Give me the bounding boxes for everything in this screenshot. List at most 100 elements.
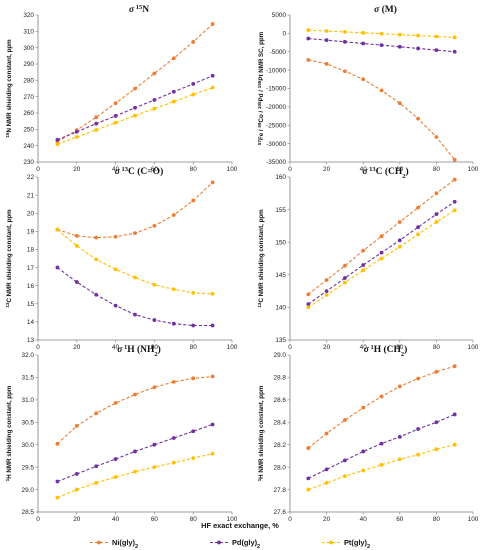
x-tick-label: 40 bbox=[112, 344, 120, 351]
data-point bbox=[434, 420, 439, 425]
data-point bbox=[416, 116, 420, 121]
data-point bbox=[191, 323, 196, 328]
y-tick-label: -30000 bbox=[266, 141, 286, 148]
data-point bbox=[306, 487, 311, 492]
series-line bbox=[57, 87, 213, 145]
data-point bbox=[324, 38, 329, 43]
data-point bbox=[94, 292, 99, 297]
data-point bbox=[343, 280, 347, 285]
x-tick-label: 20 bbox=[73, 344, 81, 351]
panel-title: σ 15N bbox=[129, 4, 149, 16]
data-point bbox=[74, 487, 79, 492]
series-pd bbox=[55, 265, 215, 328]
data-point bbox=[343, 418, 347, 422]
data-point bbox=[416, 225, 420, 230]
y-tick-label: 20 bbox=[27, 210, 35, 217]
y-tick-label: 28.6 bbox=[274, 397, 287, 404]
data-point bbox=[55, 265, 60, 270]
data-point bbox=[416, 452, 420, 457]
data-point bbox=[343, 276, 347, 280]
data-point bbox=[133, 312, 137, 317]
series-line bbox=[308, 59, 456, 161]
data-point bbox=[113, 401, 118, 405]
y-tick-label: 17 bbox=[27, 265, 35, 272]
y-tick-label: 30.5 bbox=[22, 419, 35, 426]
y-tick-label: 21 bbox=[27, 192, 35, 199]
series-ni bbox=[55, 180, 215, 240]
data-point bbox=[94, 115, 99, 120]
series-line bbox=[57, 229, 213, 295]
y-tick-label: 270 bbox=[23, 94, 34, 101]
y-tick-label: 310 bbox=[23, 29, 34, 36]
x-tick-label: 20 bbox=[323, 344, 331, 351]
legend-label: Pd(gly)2 bbox=[232, 538, 260, 550]
data-point bbox=[361, 468, 366, 473]
x-tick-label: 80 bbox=[190, 516, 198, 523]
data-point bbox=[306, 57, 311, 62]
legend-label: Ni(gly)2 bbox=[112, 538, 138, 550]
data-point bbox=[306, 36, 311, 41]
x-tick-label: 80 bbox=[190, 344, 198, 351]
data-point bbox=[379, 256, 384, 261]
data-point bbox=[416, 205, 420, 210]
series-ni bbox=[306, 364, 457, 450]
data-point bbox=[397, 220, 402, 224]
data-point bbox=[171, 321, 176, 326]
data-point bbox=[416, 33, 420, 38]
y-tick-label: 29.0 bbox=[22, 487, 35, 494]
legend-item-pd: Pd(gly)2 bbox=[210, 538, 260, 550]
x-tick-label: 60 bbox=[151, 516, 159, 523]
panel-title: σ 1H (CH2) bbox=[364, 344, 408, 358]
series-pt bbox=[306, 208, 457, 310]
y-tick-label: 18 bbox=[27, 247, 35, 254]
data-point bbox=[191, 429, 196, 434]
x-tick-label: 40 bbox=[360, 516, 368, 523]
data-point bbox=[133, 105, 137, 110]
data-point bbox=[397, 434, 402, 439]
x-tick-label: 0 bbox=[36, 344, 40, 351]
x-tick-label: 60 bbox=[151, 344, 159, 351]
y-tick-label: 32.0 bbox=[22, 352, 35, 359]
data-point bbox=[94, 128, 99, 132]
data-point bbox=[379, 394, 384, 399]
data-point bbox=[113, 475, 118, 479]
y-tick-label: 28.4 bbox=[274, 419, 287, 426]
y-axis-label: 13C NMR shielding constant, ppm bbox=[5, 209, 14, 308]
series-ni bbox=[306, 177, 457, 297]
data-point bbox=[324, 431, 329, 436]
data-point bbox=[74, 423, 79, 428]
series-line bbox=[308, 413, 455, 479]
data-point bbox=[361, 449, 366, 454]
y-tick-label: 28.0 bbox=[274, 464, 287, 471]
y-tick-label: 290 bbox=[23, 61, 34, 68]
y-tick-label: 13 bbox=[27, 337, 35, 344]
data-point bbox=[434, 220, 439, 224]
series-line bbox=[57, 23, 213, 143]
legend-swatch-marker bbox=[217, 540, 221, 545]
series-line bbox=[57, 453, 213, 499]
data-point bbox=[113, 114, 118, 118]
data-point bbox=[133, 392, 137, 397]
data-point bbox=[74, 135, 79, 139]
y-tick-label: 15 bbox=[27, 301, 35, 308]
data-point bbox=[171, 213, 176, 217]
y-tick-label: 240 bbox=[23, 143, 34, 150]
series-pt bbox=[306, 28, 457, 40]
data-point bbox=[55, 137, 60, 142]
series-pd bbox=[306, 412, 457, 481]
data-point bbox=[397, 244, 402, 249]
data-point bbox=[452, 412, 457, 417]
y-tick-label: -20000 bbox=[266, 104, 286, 111]
legend-label: Pt(gly)2 bbox=[344, 538, 370, 550]
data-point bbox=[306, 446, 311, 450]
data-point bbox=[210, 422, 215, 427]
data-point bbox=[191, 82, 196, 86]
y-tick-label: 22 bbox=[27, 174, 35, 181]
legend-swatch-marker bbox=[97, 540, 101, 545]
x-tick-label: 60 bbox=[396, 516, 404, 523]
series-pd bbox=[55, 422, 215, 484]
y-tick-label: 16 bbox=[27, 283, 35, 290]
data-point bbox=[324, 467, 329, 472]
y-axis-label: 57Fe / 59Co / 105Pd / 195Pt NMR SC, ppm bbox=[257, 31, 266, 145]
